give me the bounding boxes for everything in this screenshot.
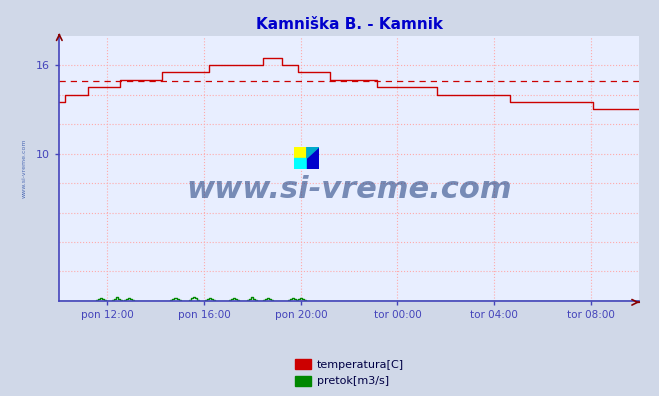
Text: www.si-vreme.com: www.si-vreme.com — [22, 139, 27, 198]
Bar — [307, 147, 320, 169]
Legend: temperatura[C], pretok[m3/s]: temperatura[C], pretok[m3/s] — [290, 355, 409, 391]
Polygon shape — [307, 147, 320, 158]
Title: Kamniška B. - Kamnik: Kamniška B. - Kamnik — [256, 17, 443, 32]
Bar — [295, 158, 307, 169]
Bar — [295, 147, 307, 158]
Text: www.si-vreme.com: www.si-vreme.com — [186, 175, 512, 204]
